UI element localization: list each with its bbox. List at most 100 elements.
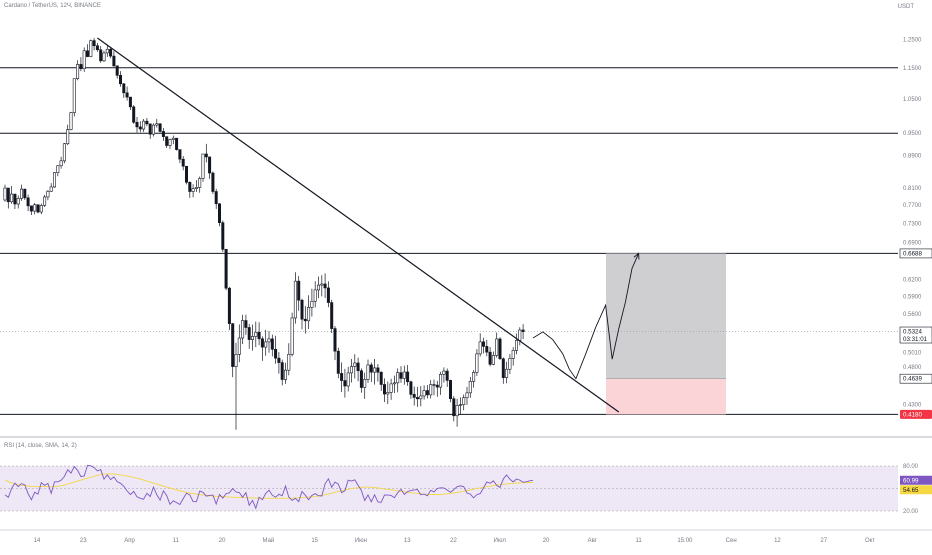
candle xyxy=(257,322,261,346)
candle xyxy=(290,312,294,357)
candle xyxy=(214,188,218,209)
candle xyxy=(264,329,268,356)
candle xyxy=(465,386,469,405)
candle xyxy=(389,378,393,400)
rsi-level-label: 20.00 xyxy=(903,509,919,515)
candle xyxy=(218,203,222,227)
candle xyxy=(373,359,377,385)
candle xyxy=(277,352,281,374)
candle xyxy=(452,396,456,422)
projection-arrow-head xyxy=(633,252,640,260)
candle xyxy=(237,324,241,363)
candle xyxy=(343,368,347,398)
x-tick-label: 27 xyxy=(820,538,827,544)
x-tick-label: 22 xyxy=(450,538,457,544)
candle xyxy=(138,121,142,133)
candle xyxy=(462,394,466,411)
current-price-label: 0.5324 xyxy=(903,329,922,336)
candle xyxy=(260,336,264,361)
candle xyxy=(69,111,73,131)
rsi-sma-line xyxy=(4,473,534,499)
candle xyxy=(224,248,228,291)
candle xyxy=(171,135,175,145)
candle xyxy=(234,342,238,430)
candle xyxy=(152,123,156,137)
x-tick-label: Апр xyxy=(124,538,135,544)
candle xyxy=(419,386,423,407)
candle xyxy=(23,188,27,200)
candle xyxy=(439,371,443,395)
candle xyxy=(320,275,324,297)
candle xyxy=(3,184,7,202)
candle xyxy=(168,138,172,150)
x-tick-label: 11 xyxy=(173,538,180,544)
candle xyxy=(86,44,90,58)
candle xyxy=(231,323,235,378)
candle xyxy=(178,149,182,164)
candle xyxy=(251,324,255,351)
candle xyxy=(43,194,47,207)
candle xyxy=(399,366,403,383)
candle xyxy=(310,288,314,317)
price-label-border xyxy=(899,373,932,384)
candle xyxy=(241,314,245,345)
candle xyxy=(72,78,76,117)
candle xyxy=(221,220,225,252)
position-stop-zone xyxy=(606,378,726,415)
candle xyxy=(10,186,14,204)
candle xyxy=(227,286,231,331)
candle xyxy=(458,397,462,415)
candle xyxy=(498,337,502,360)
candle xyxy=(26,194,30,212)
rsi-value-bg xyxy=(900,475,932,485)
candle xyxy=(363,372,367,399)
candle xyxy=(359,368,363,393)
candle xyxy=(76,60,80,81)
candle xyxy=(198,176,202,193)
currency-label: USDT xyxy=(897,4,914,10)
candle xyxy=(191,184,195,198)
y-tick-label: 0.5010 xyxy=(903,350,922,356)
candle xyxy=(112,51,116,68)
candle xyxy=(204,143,208,163)
candle xyxy=(300,298,304,330)
candle xyxy=(326,281,330,308)
candle xyxy=(29,205,33,215)
candle xyxy=(165,136,169,149)
candle xyxy=(194,180,198,192)
candle xyxy=(316,276,320,299)
candle xyxy=(353,354,357,379)
candle xyxy=(303,306,307,334)
price-label-bg xyxy=(900,409,932,419)
x-tick-label: Сен xyxy=(726,538,737,544)
projection-path xyxy=(532,253,640,380)
candle xyxy=(66,124,70,146)
candle xyxy=(283,362,287,384)
candle xyxy=(356,357,360,382)
candle xyxy=(508,353,512,374)
x-tick-label: Июл xyxy=(494,538,507,544)
candle xyxy=(115,65,119,79)
candle xyxy=(333,326,337,361)
candle xyxy=(125,86,129,101)
x-tick-label: Май xyxy=(263,537,275,544)
candle xyxy=(501,357,505,384)
candle xyxy=(481,337,485,354)
rsi-sma-value-label: 54.65 xyxy=(903,487,919,494)
x-tick-label: Окт xyxy=(865,538,875,544)
rsi-line xyxy=(4,464,534,510)
candle xyxy=(422,385,426,400)
candle xyxy=(39,203,43,215)
candle xyxy=(392,375,396,394)
candle xyxy=(297,276,301,311)
current-price-label-border xyxy=(899,326,932,344)
candle xyxy=(340,362,344,393)
candle xyxy=(293,272,297,324)
candle xyxy=(16,195,20,209)
rsi-title: RSI (14, close, SMA, 14, 2) xyxy=(4,443,77,449)
candle xyxy=(432,379,436,396)
candle xyxy=(211,171,215,195)
candle xyxy=(491,351,495,366)
candle xyxy=(99,46,103,63)
